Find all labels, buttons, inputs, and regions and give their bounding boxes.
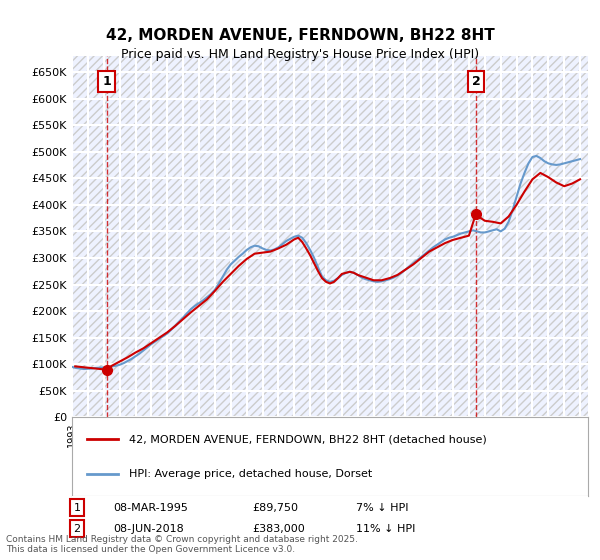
Text: 08-JUN-2018: 08-JUN-2018 bbox=[113, 524, 184, 534]
Text: 7% ↓ HPI: 7% ↓ HPI bbox=[356, 503, 409, 513]
Text: £89,750: £89,750 bbox=[253, 503, 299, 513]
Text: 1: 1 bbox=[102, 75, 111, 88]
Text: HPI: Average price, detached house, Dorset: HPI: Average price, detached house, Dors… bbox=[129, 469, 372, 479]
Text: Contains HM Land Registry data © Crown copyright and database right 2025.
This d: Contains HM Land Registry data © Crown c… bbox=[6, 535, 358, 554]
Text: 11% ↓ HPI: 11% ↓ HPI bbox=[356, 524, 415, 534]
Text: 42, MORDEN AVENUE, FERNDOWN, BH22 8HT (detached house): 42, MORDEN AVENUE, FERNDOWN, BH22 8HT (d… bbox=[129, 435, 487, 445]
Text: 08-MAR-1995: 08-MAR-1995 bbox=[113, 503, 188, 513]
Text: 2: 2 bbox=[472, 75, 480, 88]
Text: Price paid vs. HM Land Registry's House Price Index (HPI): Price paid vs. HM Land Registry's House … bbox=[121, 48, 479, 60]
Text: 42, MORDEN AVENUE, FERNDOWN, BH22 8HT: 42, MORDEN AVENUE, FERNDOWN, BH22 8HT bbox=[106, 28, 494, 43]
Text: 2: 2 bbox=[74, 524, 81, 534]
Text: 1: 1 bbox=[74, 503, 80, 513]
Text: £383,000: £383,000 bbox=[253, 524, 305, 534]
